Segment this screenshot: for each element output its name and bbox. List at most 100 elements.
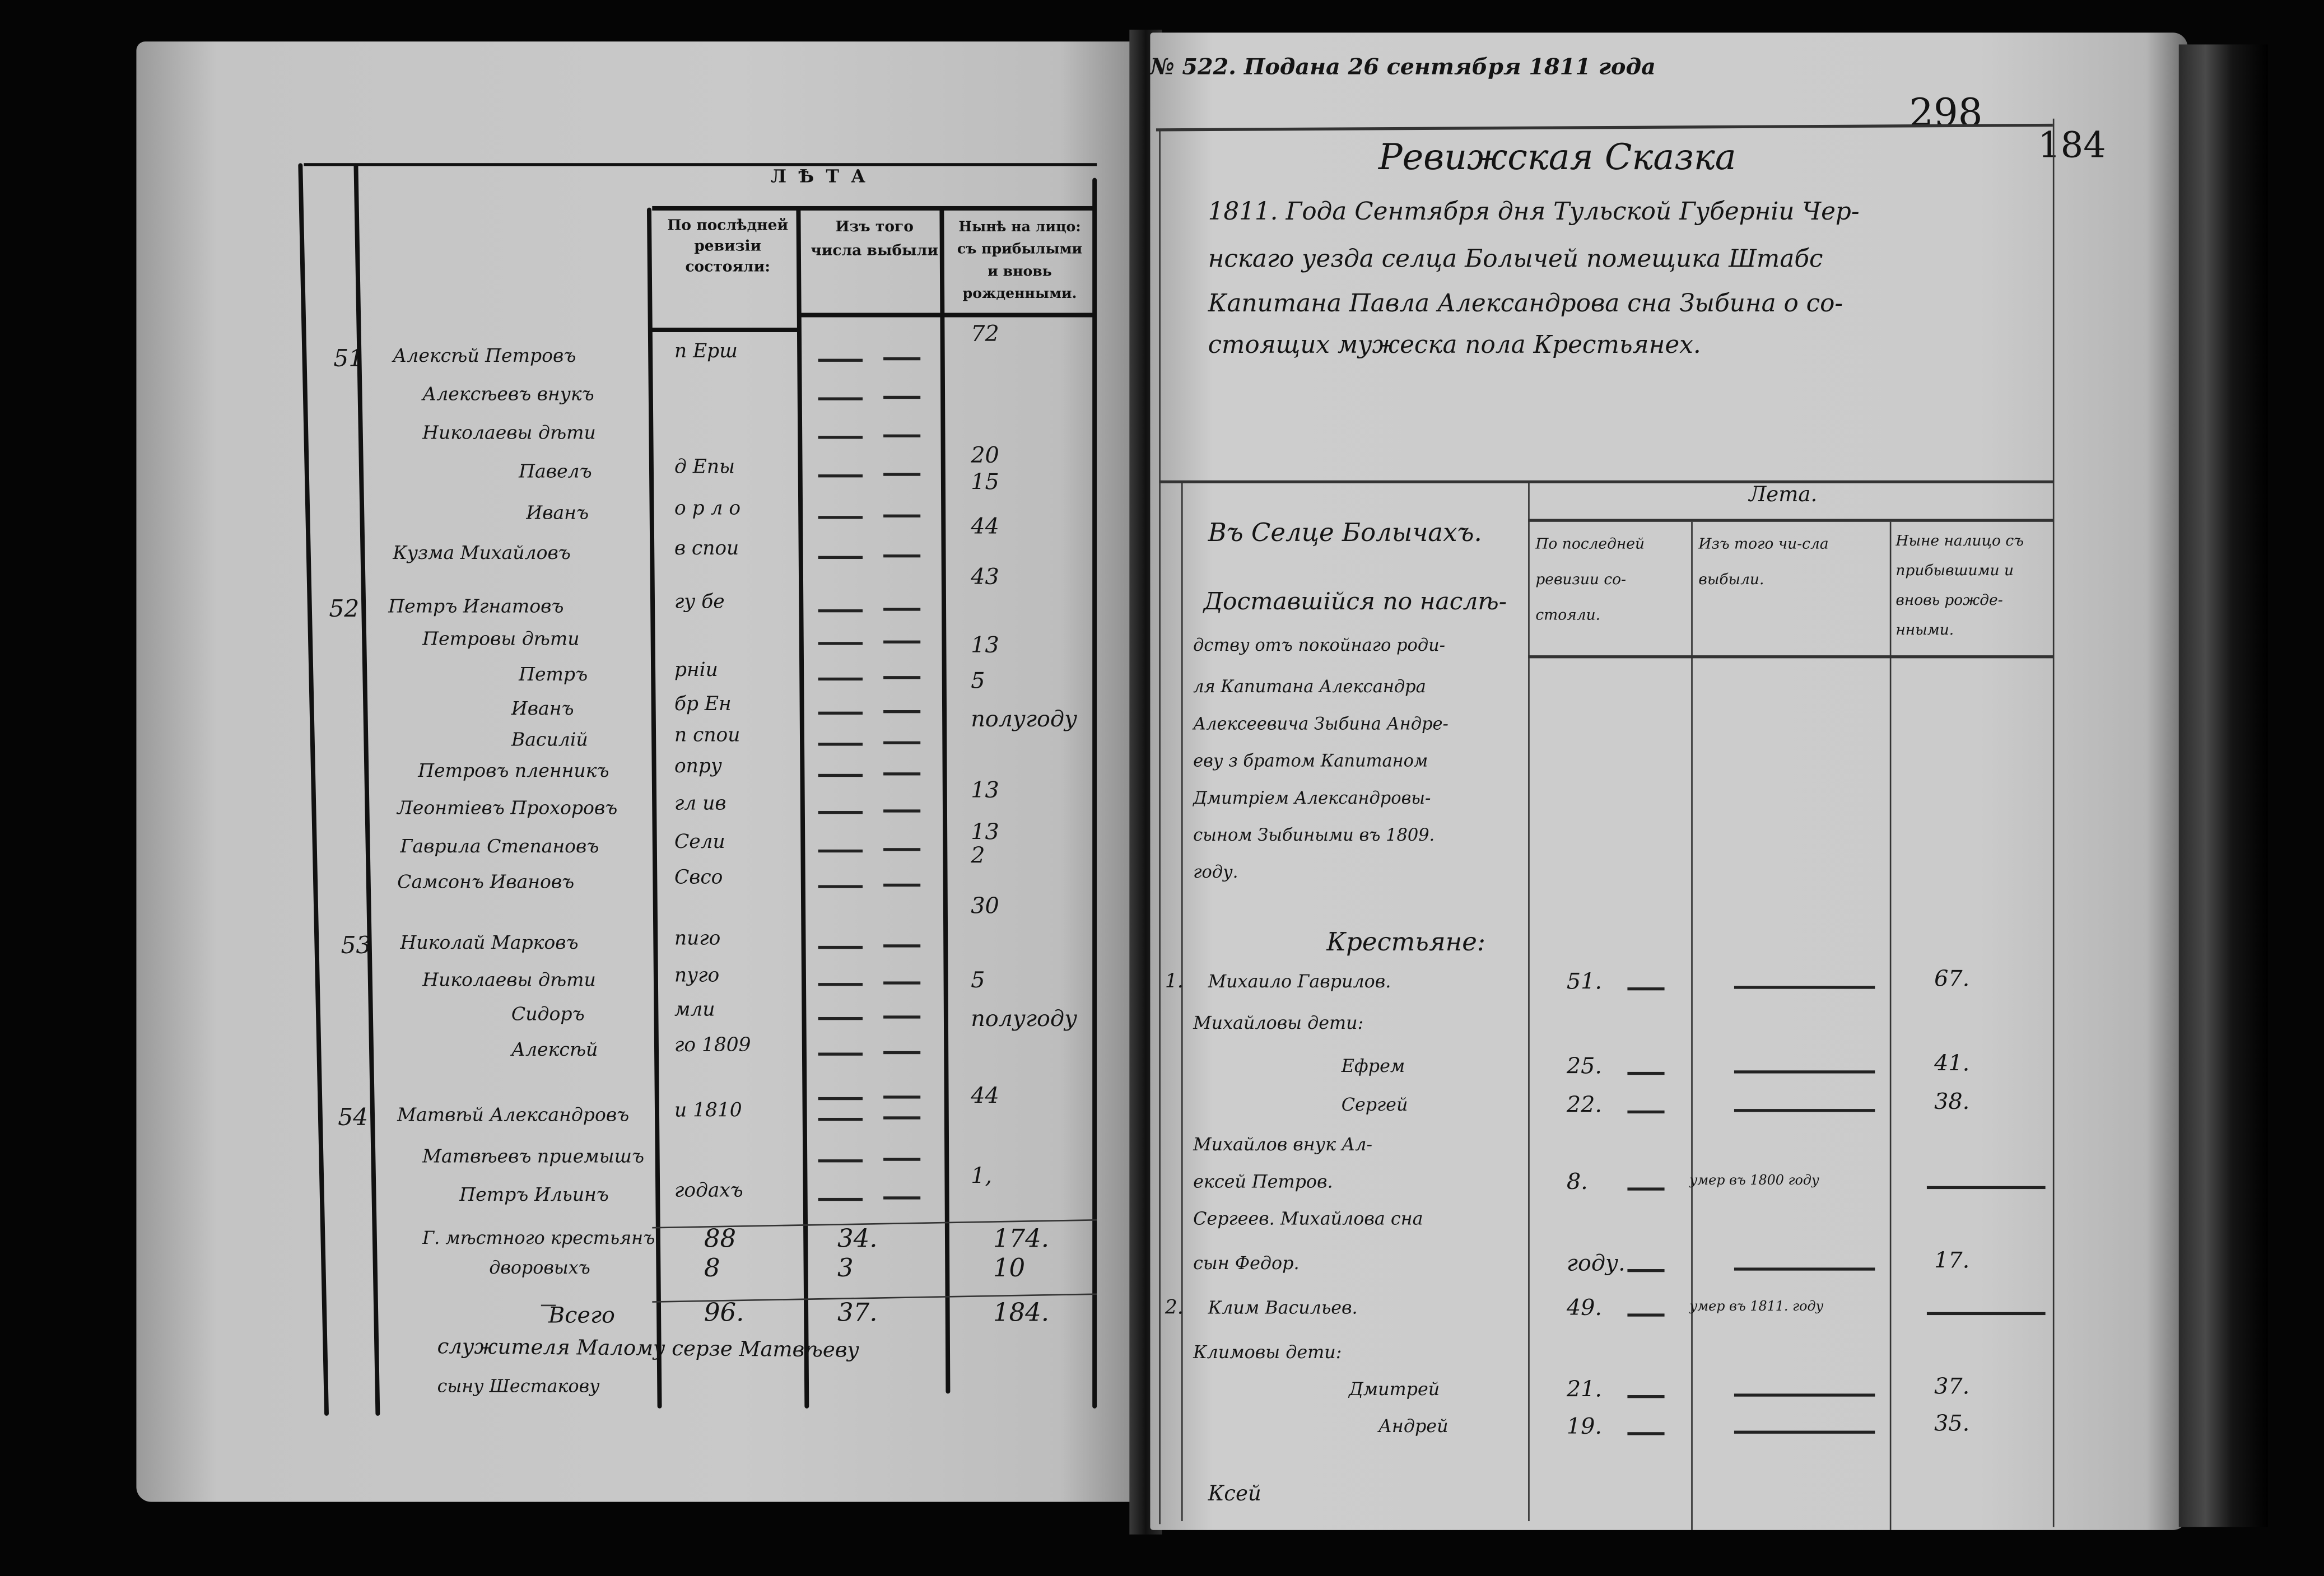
blank-dash — [883, 395, 921, 398]
header-rule — [800, 313, 1094, 318]
person-name: Гаврила Степановъ — [400, 834, 599, 857]
blank-dash — [1926, 1186, 2046, 1188]
age-column-note: п Ерш — [674, 341, 738, 363]
person-name: Михаило Гаврилов. — [1208, 971, 1391, 992]
person-name: Дмитрей — [1348, 1378, 1440, 1400]
person-name: Алексѣевъ внукъ — [422, 382, 594, 405]
person-name: Петровы дѣти — [422, 627, 580, 650]
blank-dash — [883, 1196, 921, 1199]
column-rule — [1528, 483, 1530, 1522]
blank-dash — [818, 642, 863, 645]
group-header-leta: ЛѢТА — [770, 166, 878, 187]
total-last-revision: 88 — [704, 1224, 737, 1255]
person-name: Петръ Игнатовъ — [388, 594, 564, 617]
blank-dash — [883, 676, 921, 679]
blank-dash — [818, 1117, 863, 1120]
blank-dash — [818, 1159, 863, 1162]
person-name: Сидоръ — [511, 1002, 585, 1025]
age-column-note: о р л о — [674, 498, 741, 521]
blank-dash — [883, 1095, 921, 1098]
person-name: Леонтіевъ Прохоровъ — [397, 796, 618, 819]
person-name: Иванъ — [526, 501, 589, 524]
blank-dash — [818, 397, 863, 400]
blank-dash — [818, 885, 863, 888]
person-name: Иванъ — [511, 697, 574, 719]
blank-dash — [883, 883, 921, 886]
person-name: Василій — [511, 728, 588, 750]
footnote-line: сыну Шестакову — [437, 1375, 600, 1397]
total-last-revision: 8 — [704, 1254, 720, 1284]
section-heading: Крестьяне: — [1326, 928, 1486, 958]
blank-dash — [1627, 1313, 1665, 1316]
blank-dash — [1926, 1312, 2046, 1314]
person-name: Сергеев. Михайлова сна — [1193, 1208, 1423, 1229]
folio-number: 184 — [2038, 124, 2106, 166]
person-name: Михайлов внук Ал- — [1193, 1134, 1373, 1155]
blank-dash — [818, 773, 863, 776]
blank-dash — [1627, 1071, 1665, 1074]
person-name: Самсонъ Ивановъ — [397, 870, 575, 893]
row-number: 51 — [333, 344, 364, 372]
person-name: Николаевы дѣти — [422, 968, 596, 991]
column-header-departed: Изъ того числа выбыли — [811, 219, 938, 260]
age-column-note: пуго — [674, 965, 720, 988]
row-number: 54 — [338, 1103, 369, 1131]
row-number: 53 — [341, 931, 371, 959]
blank-dash — [818, 1097, 863, 1099]
person-name: Алексѣй Петровъ — [393, 344, 576, 366]
blank-dash — [1627, 1187, 1665, 1190]
village-heading: Въ Селце Болычахъ. — [1208, 519, 1482, 549]
age-column-note: Свсо — [674, 867, 723, 890]
blank-dash — [818, 811, 863, 813]
age-column-note: рніи — [674, 660, 718, 682]
present-age: 44 — [971, 512, 999, 540]
present-age: 15 — [971, 468, 999, 496]
blank-dash — [1734, 1267, 1875, 1270]
row-number: 2. — [1165, 1297, 1184, 1320]
blank-dash — [818, 849, 863, 852]
column-rule — [1691, 521, 1693, 1530]
age-column-note: д Епы — [674, 456, 735, 479]
blank-dash — [818, 556, 863, 558]
age-column-note: го 1809 — [674, 1034, 751, 1057]
age-column-note: годахъ — [674, 1180, 743, 1202]
column-header-departed: Изъ того чи-сла выбыли. — [1698, 537, 1829, 589]
person-name: Матвѣевъ приемышъ — [422, 1144, 645, 1167]
age-last-revision: 25. — [1566, 1052, 1603, 1080]
header-rule — [652, 206, 1094, 211]
departure-note: умер въ 1811. году — [1689, 1300, 1824, 1316]
blank-dash — [883, 981, 921, 984]
inheritance-note-line: ля Капитана Александра — [1193, 676, 1426, 697]
blank-dash — [883, 809, 921, 812]
age-column-note: Сели — [674, 832, 725, 854]
frame-rule — [2052, 118, 2055, 1527]
age-column-note: опру — [674, 756, 722, 778]
blank-dash — [883, 473, 921, 475]
column-rule — [1889, 521, 1892, 1530]
group-header-leta: Лета. — [1749, 483, 1818, 507]
total-label: Всего — [548, 1302, 615, 1328]
catchword: Ксей — [1208, 1482, 1261, 1507]
total-present: 184. — [993, 1298, 1050, 1328]
column-header-present: Ныне налицо съ прибывшими и вновь рожде-… — [1895, 533, 2024, 639]
present-age: полугоду — [971, 1005, 1078, 1032]
header-rule — [1528, 519, 2055, 522]
blank-dash — [818, 711, 863, 714]
age-column-note: гу бе — [674, 591, 725, 614]
blank-dash — [1627, 1432, 1665, 1435]
blank-dash — [883, 514, 921, 517]
person-name: Кузма Михайловъ — [393, 541, 571, 563]
person-name: Алексѣй — [511, 1038, 598, 1060]
blank-dash — [1734, 1393, 1875, 1396]
inheritance-note-line: дству отъ покойнаго роди- — [1193, 635, 1446, 656]
blank-dash — [883, 944, 921, 947]
present-age: 20 — [971, 441, 999, 469]
blank-dash — [818, 516, 863, 519]
column-header-last-revision: По последней ревизии со-стояли. — [1535, 537, 1645, 624]
present-age: 38. — [1934, 1088, 1970, 1115]
intro-line: нскаго уезда селца Болычей помещика Штаб… — [1208, 244, 1823, 273]
present-age: 30 — [971, 892, 999, 920]
column-rule — [1092, 178, 1097, 1409]
inheritance-note-line: сыном Зыбиными въ 1809. — [1193, 824, 1435, 845]
